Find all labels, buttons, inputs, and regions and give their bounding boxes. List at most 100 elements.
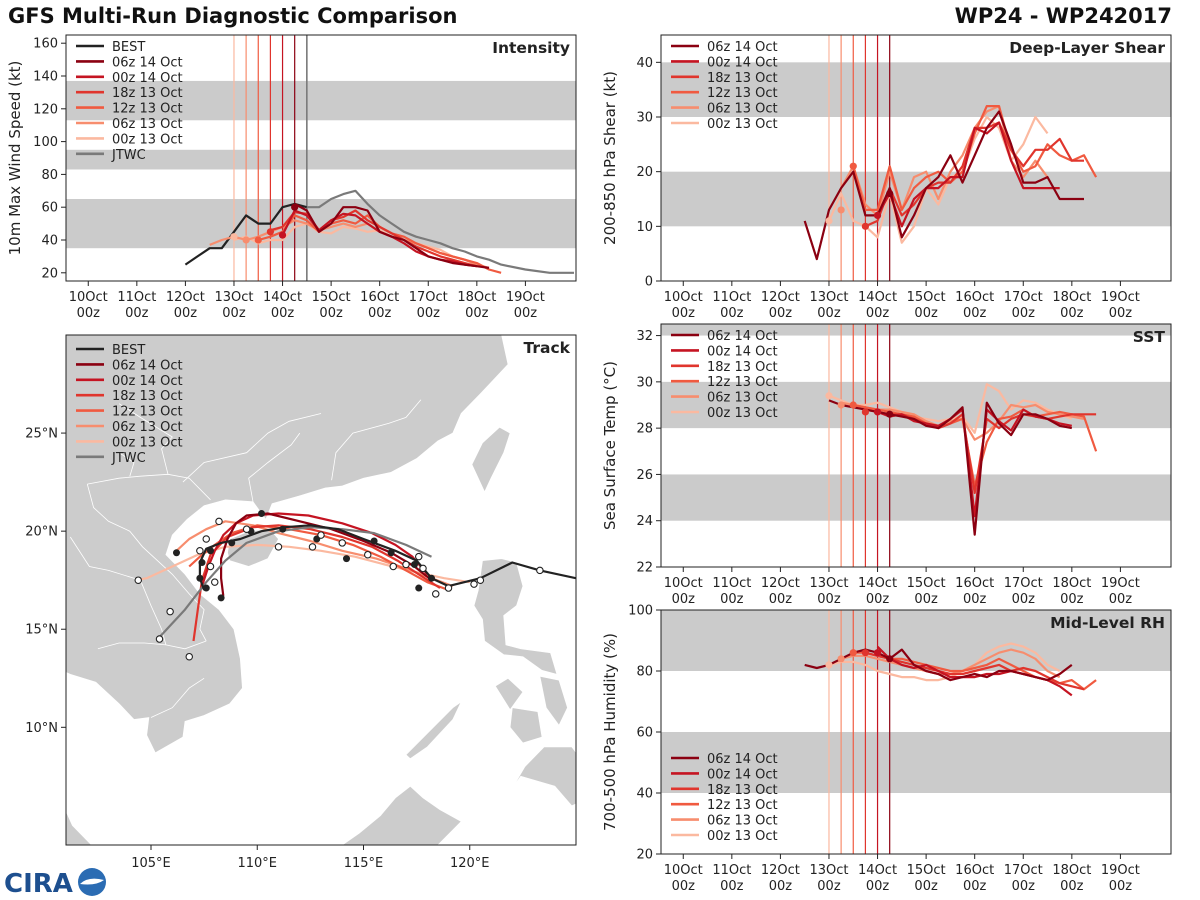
- intensity-x-tick-day: 18Oct: [457, 290, 496, 305]
- sst-init-marker: [849, 401, 857, 409]
- track-legend-label: JTWC: [111, 451, 146, 466]
- intensity-init-marker: [242, 236, 250, 244]
- mindoro-land: [494, 677, 524, 711]
- border-province-3: [331, 399, 422, 481]
- shear-init-marker: [861, 222, 870, 230]
- intensity-y-tick-label: 100: [33, 135, 58, 150]
- shear-x-tick-day: 17Oct: [1004, 290, 1043, 305]
- track-position-open-dot: [274, 543, 283, 551]
- shear-x-tick-day: 15Oct: [907, 290, 946, 305]
- rh-x-tick-day: 18Oct: [1052, 863, 1091, 878]
- track-position-open-dot: [338, 539, 346, 547]
- rh-x-tick-day: 12Oct: [761, 863, 800, 878]
- intensity-series-line: [294, 202, 490, 269]
- shear-x-tick-day: 14Oct: [858, 290, 897, 305]
- border-cambodia-north: [97, 640, 207, 650]
- chart-title: GFS Multi-Run Diagnostic Comparison: [8, 4, 458, 28]
- rh-y-tick-label: 40: [636, 787, 653, 802]
- shear-series-line: [852, 105, 1098, 211]
- rh-init-marker: [886, 655, 894, 663]
- track-position-open-dot: [470, 580, 478, 588]
- shear-x-tick-hour: 00z: [1109, 306, 1133, 321]
- sst-x-tick-hour: 00z: [817, 592, 841, 607]
- sst-shade-band: [661, 324, 1171, 336]
- intensity-legend-label: 06z 13 Oct: [112, 117, 183, 132]
- track-plot-content: [66, 335, 576, 845]
- rh-plot-content: [661, 610, 1171, 854]
- rh-y-axis-label: 700-500 hPa Humidity (%): [601, 633, 619, 831]
- sst-legend-label: 00z 14 Oct: [707, 344, 778, 359]
- track-lon-label: 120°E: [450, 856, 490, 871]
- sst-x-tick-day: 19Oct: [1101, 576, 1140, 591]
- sst-x-tick-day: 12Oct: [761, 576, 800, 591]
- track-jtwc-line: [158, 526, 432, 638]
- track-lat-label: 10°N: [25, 721, 58, 736]
- shear-series-line: [876, 121, 1060, 228]
- intensity-x-tick-day: 19Oct: [506, 290, 545, 305]
- intensity-legend-label: BEST: [112, 40, 145, 55]
- sst-frame: [660, 323, 1172, 568]
- shear-legend-label: 18z 13 Oct: [707, 71, 778, 86]
- sst-x-tick-hour: 00z: [1060, 592, 1084, 607]
- sst-x-tick-day: 11Oct: [712, 576, 751, 591]
- sst-y-tick-label: 30: [636, 375, 653, 390]
- sst-y-tick-label: 22: [636, 561, 653, 576]
- track-panel-title: Track: [524, 339, 571, 357]
- intensity-y-tick-label: 20: [41, 266, 58, 281]
- track-lon-label: 105°E: [131, 856, 171, 871]
- intensity-shade-band: [66, 80, 576, 121]
- sst-legend-label: 18z 13 Oct: [707, 360, 778, 375]
- border-province-1: [118, 452, 135, 477]
- palawan-land: [405, 700, 463, 760]
- track-position-dot: [196, 574, 204, 582]
- sst-y-axis-label: Sea Surface Temp (°C): [601, 361, 619, 530]
- intensity-x-tick-day: 10Oct: [69, 290, 108, 305]
- sst-y-tick-label: 32: [636, 329, 653, 344]
- track-position-dot: [343, 555, 350, 563]
- mainland-land: [66, 335, 509, 754]
- rh-x-tick-day: 17Oct: [1004, 863, 1043, 878]
- track-position-dot: [173, 549, 180, 557]
- track-position-open-dot: [134, 576, 143, 584]
- sst-series-line: [828, 399, 1073, 536]
- track-position-open-dot: [196, 547, 204, 555]
- shear-plot-content: [661, 35, 1171, 281]
- intensity-init-marker: [266, 228, 275, 236]
- intensity-y-tick-label: 160: [33, 37, 58, 52]
- track-position-open-dot: [414, 552, 423, 561]
- sst-shade-band: [661, 474, 1171, 521]
- borneo-land: [341, 785, 462, 845]
- mindanao-land: [511, 746, 576, 807]
- track-position-dot: [198, 559, 206, 567]
- track-position-open-dot: [431, 590, 440, 598]
- shear-x-tick-hour: 00z: [866, 306, 890, 321]
- shear-y-tick-label: 30: [636, 111, 653, 126]
- sst-legend-label: 06z 14 Oct: [707, 329, 778, 344]
- border-china-vietnam: [87, 473, 211, 501]
- track-position-open-dot: [536, 566, 544, 575]
- sst-y-tick-label: 28: [636, 422, 653, 437]
- intensity-legend-label: 06z 14 Oct: [112, 55, 183, 70]
- track-position-open-dot: [402, 560, 410, 569]
- shear-y-axis-label: 200-850 hPa Shear (kt): [601, 71, 619, 245]
- rh-legend-label: 00z 14 Oct: [707, 767, 778, 782]
- track-position-open-dot: [202, 535, 211, 543]
- rh-init-marker: [849, 649, 857, 657]
- rh-x-tick-hour: 00z: [914, 879, 938, 894]
- intensity-x-tick-hour: 00z: [77, 306, 101, 321]
- shear-panel: 01020304010Oct00z11Oct00z12Oct00z13Oct00…: [601, 34, 1172, 321]
- track-position-dot: [207, 547, 214, 555]
- border-province-2: [182, 413, 322, 483]
- shear-y-tick-label: 0: [645, 275, 653, 290]
- rh-x-tick-hour: 00z: [1060, 879, 1084, 894]
- track-position-dot: [415, 584, 423, 592]
- track-lat-label: 25°N: [25, 427, 58, 442]
- taiwan-land: [471, 426, 511, 493]
- rh-x-tick-hour: 00z: [866, 879, 890, 894]
- intensity-x-tick-hour: 00z: [514, 306, 538, 321]
- rh-x-tick-hour: 00z: [963, 879, 987, 894]
- intensity-y-tick-label: 140: [33, 70, 58, 85]
- sst-x-tick-day: 10Oct: [664, 576, 703, 591]
- rh-x-tick-day: 11Oct: [712, 863, 751, 878]
